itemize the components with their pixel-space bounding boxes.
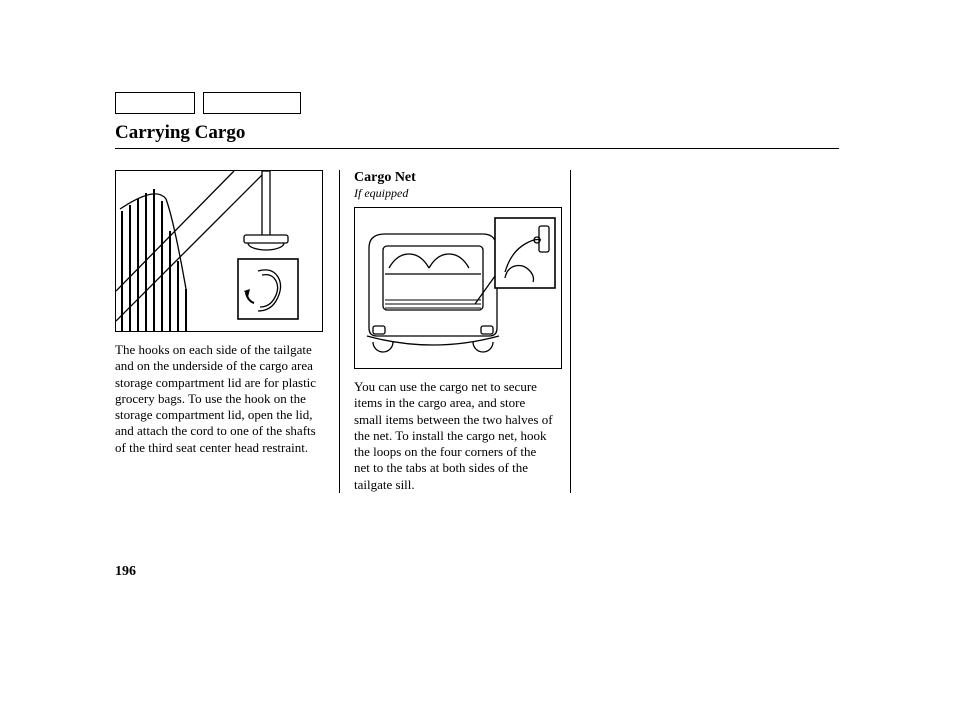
col2-paragraph: You can use the cargo net to secure item… <box>354 379 554 493</box>
manual-page: Carrying Cargo <box>0 0 954 710</box>
figure-hook-illustration <box>115 170 323 332</box>
page-title: Carrying Cargo <box>115 122 839 144</box>
col2-subnote: If equipped <box>354 186 554 201</box>
header-tab-box-1 <box>115 92 195 114</box>
col1-paragraph: The hooks on each side of the tailgate a… <box>115 342 323 456</box>
header-tab-box-2 <box>203 92 301 114</box>
column-1: The hooks on each side of the tailgate a… <box>115 170 339 493</box>
column-3 <box>571 170 795 493</box>
figure-cargo-net-illustration <box>354 207 562 369</box>
columns: The hooks on each side of the tailgate a… <box>115 170 839 493</box>
col2-subheading: Cargo Net <box>354 170 554 186</box>
page-number: 196 <box>115 564 136 580</box>
column-2: Cargo Net If equipped <box>339 170 571 493</box>
title-row: Carrying Cargo <box>115 122 839 149</box>
header-tab-boxes <box>115 92 301 114</box>
